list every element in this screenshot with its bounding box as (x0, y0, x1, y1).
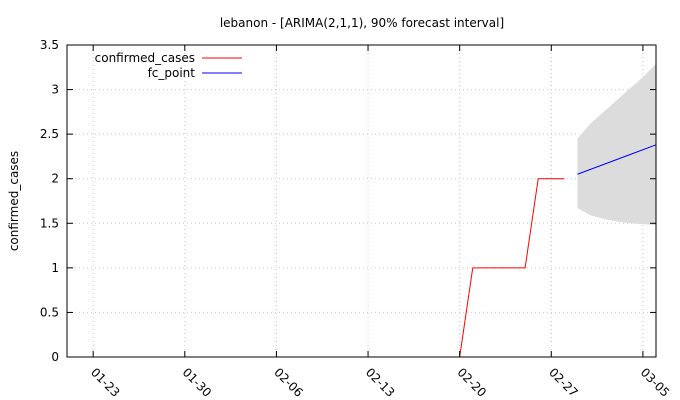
series-line-confirmed_cases (459, 178, 565, 358)
forecast-interval-layer (577, 63, 656, 226)
series-layer (459, 144, 657, 358)
plot-frame (66, 44, 657, 358)
y-axis-label: confirmed_cases (7, 151, 21, 251)
x-tick-label: 01-23 (88, 365, 123, 400)
y-tick-label: 2 (51, 172, 59, 186)
x-tick-label: 02-06 (271, 365, 306, 400)
x-tick-label: 03-05 (638, 365, 673, 400)
ticks: 0 0.5 1 1.5 2 2.5 3 3.5 01-23 01-30 02-06 02-13 02-2… (40, 38, 672, 400)
y-tick-label: 3.5 (40, 38, 59, 52)
y-tick-label: 2.5 (40, 127, 59, 141)
x-tick-label: 02-27 (546, 365, 581, 400)
x-tick-label: 02-20 (455, 365, 490, 400)
series-line-fc_point (577, 144, 657, 175)
grid (67, 45, 656, 357)
forecast-interval-band (577, 63, 656, 226)
y-tick-label: 0.5 (40, 305, 59, 319)
y-tick-label: 0 (51, 350, 59, 364)
x-tick-label: 01-30 (180, 365, 215, 400)
chart-title: lebanon - [ARIMA(2,1,1), 90% forecast in… (220, 16, 504, 30)
y-tick-label: 1 (51, 261, 59, 275)
legend-label: confirmed_cases (95, 51, 195, 65)
legend-label: fc_point (148, 66, 196, 80)
x-tick-label: 02-13 (363, 365, 398, 400)
y-tick-label: 1.5 (40, 216, 59, 230)
y-tick-label: 3 (51, 83, 59, 97)
